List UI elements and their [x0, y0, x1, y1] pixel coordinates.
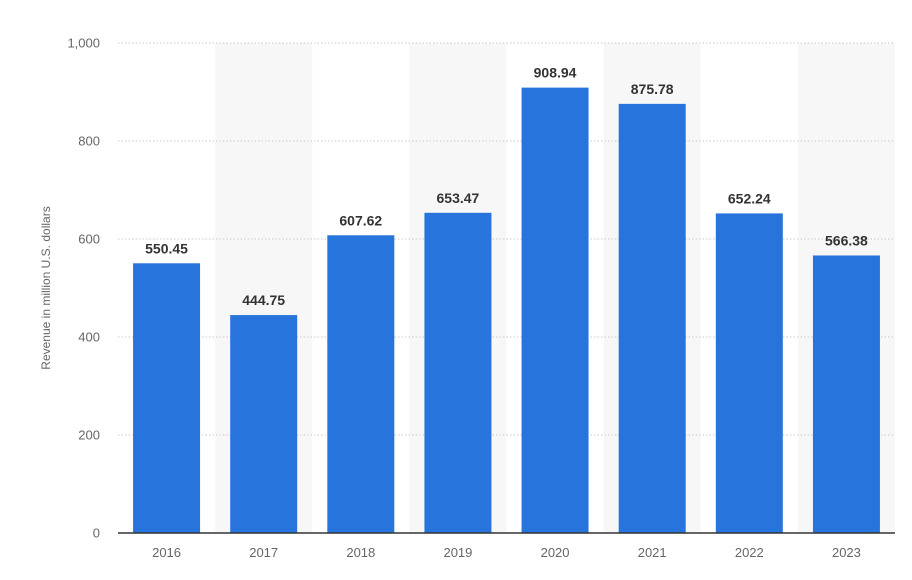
x-tick-label-2020: 2020	[541, 545, 570, 560]
y-axis-title: Revenue in million U.S. dollars	[39, 206, 53, 369]
bar-2018	[327, 235, 395, 533]
x-axis: 2016 2017 2018 2019 2020 2021 2022 2023	[118, 532, 895, 560]
x-tick-label-2023: 2023	[832, 545, 861, 560]
y-tick-label: 0	[93, 526, 100, 541]
bar-2020	[521, 87, 589, 534]
value-label-2020: 908.94	[534, 65, 577, 81]
bar-2021	[618, 103, 686, 533]
x-tick-label-2016: 2016	[152, 545, 181, 560]
bar-2019	[424, 212, 492, 534]
value-label-2017: 444.75	[242, 292, 285, 308]
x-tick-label-2019: 2019	[443, 545, 472, 560]
bar-2016	[133, 263, 201, 533]
bars	[133, 87, 880, 534]
value-labels: 550.45 444.75 607.62 653.47 908.94 875.78 652.…	[145, 65, 868, 308]
value-label-2023: 566.38	[825, 232, 868, 248]
x-tick-label-2017: 2017	[249, 545, 278, 560]
y-axis: 0 200 400 600 800 1,000	[67, 36, 100, 541]
y-tick-label: 200	[78, 428, 100, 443]
value-label-2016: 550.45	[145, 240, 188, 256]
x-tick-label-2022: 2022	[735, 545, 764, 560]
value-label-2021: 875.78	[631, 81, 674, 97]
bar-2017	[230, 315, 298, 533]
bar-2022	[715, 213, 783, 533]
y-tick-label: 1,000	[67, 36, 100, 51]
x-tick-label-2021: 2021	[638, 545, 667, 560]
bar-2023	[812, 255, 880, 533]
value-label-2019: 653.47	[437, 190, 480, 206]
value-label-2022: 652.24	[728, 190, 771, 206]
value-label-2018: 607.62	[339, 212, 382, 228]
y-tick-label: 600	[78, 232, 100, 247]
y-tick-label: 400	[78, 330, 100, 345]
y-tick-label: 800	[78, 134, 100, 149]
x-tick-label-2018: 2018	[346, 545, 375, 560]
